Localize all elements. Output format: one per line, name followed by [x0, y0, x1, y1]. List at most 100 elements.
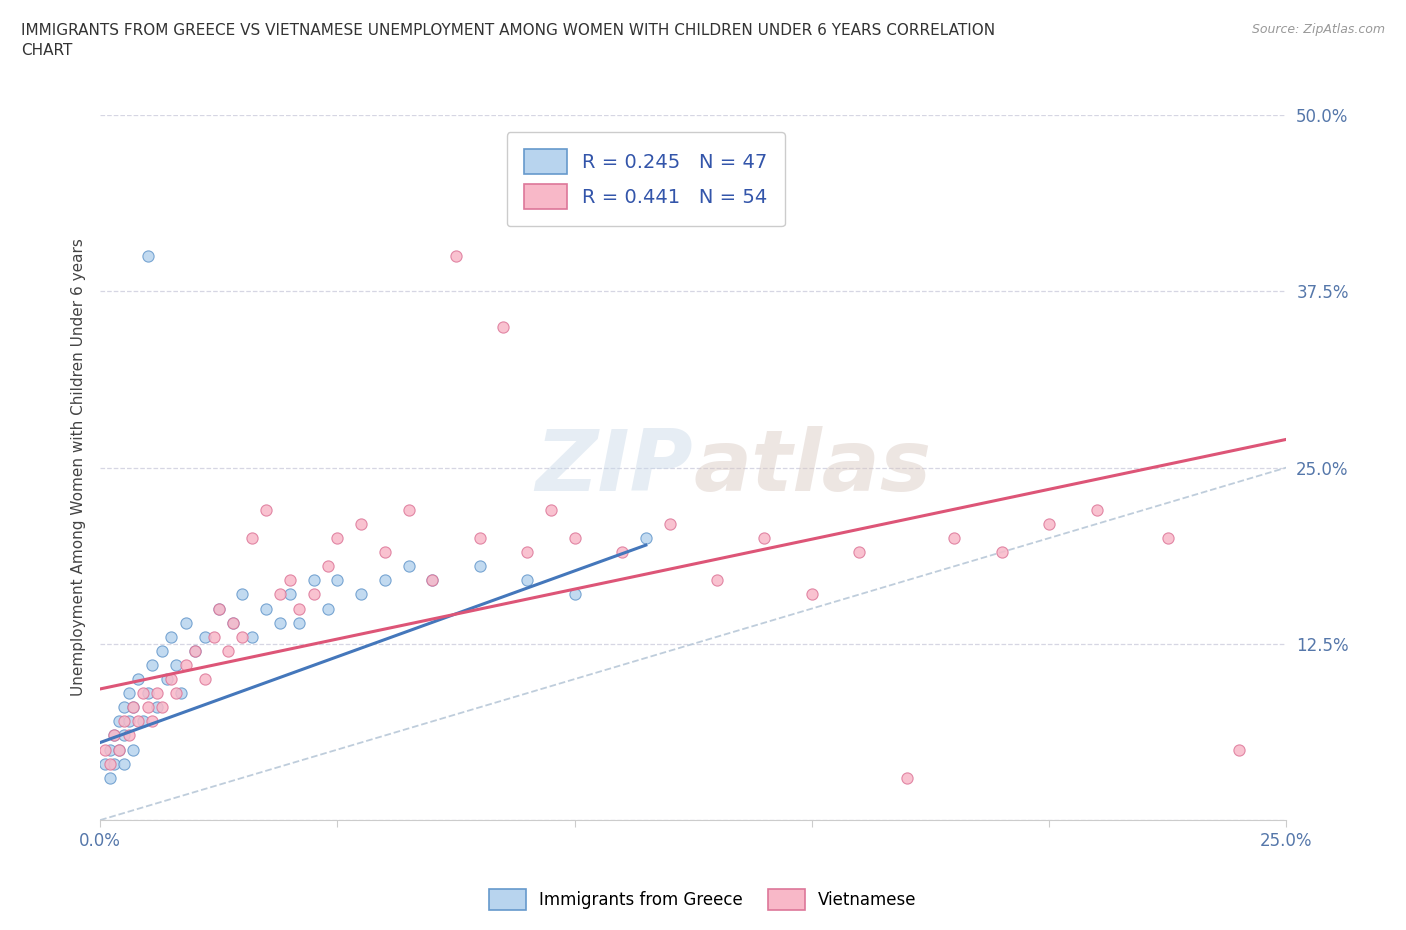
Point	[136, 700, 159, 715]
Point	[564, 587, 586, 602]
Point	[658, 516, 681, 531]
Point	[193, 671, 215, 686]
Point	[420, 573, 443, 588]
Y-axis label: Unemployment Among Women with Children Under 6 years: Unemployment Among Women with Children U…	[72, 239, 86, 697]
Point	[516, 545, 538, 560]
Point	[278, 573, 301, 588]
Point	[420, 573, 443, 588]
Point	[174, 658, 197, 672]
Point	[122, 700, 145, 715]
Point	[800, 587, 823, 602]
Point	[848, 545, 870, 560]
Point	[1227, 742, 1250, 757]
Point	[165, 685, 187, 700]
Point	[103, 756, 125, 771]
Point	[269, 587, 291, 602]
Legend: R = 0.245   N = 47, R = 0.441   N = 54: R = 0.245 N = 47, R = 0.441 N = 54	[506, 132, 785, 227]
Point	[103, 728, 125, 743]
Point	[754, 531, 776, 546]
Point	[174, 616, 197, 631]
Point	[316, 601, 339, 616]
Point	[564, 531, 586, 546]
Point	[136, 248, 159, 263]
Text: atlas: atlas	[693, 426, 931, 509]
Point	[146, 700, 169, 715]
Point	[896, 770, 918, 785]
Point	[117, 685, 139, 700]
Point	[208, 601, 231, 616]
Text: IMMIGRANTS FROM GREECE VS VIETNAMESE UNEMPLOYMENT AMONG WOMEN WITH CHILDREN UNDE: IMMIGRANTS FROM GREECE VS VIETNAMESE UNE…	[21, 23, 995, 58]
Point	[302, 573, 325, 588]
Text: Source: ZipAtlas.com: Source: ZipAtlas.com	[1251, 23, 1385, 36]
Point	[208, 601, 231, 616]
Point	[98, 770, 121, 785]
Point	[374, 545, 396, 560]
Point	[127, 714, 149, 729]
Point	[108, 714, 131, 729]
Point	[231, 630, 253, 644]
Point	[288, 616, 311, 631]
Point	[326, 531, 349, 546]
Point	[170, 685, 193, 700]
Point	[112, 728, 135, 743]
Point	[374, 573, 396, 588]
Point	[94, 756, 117, 771]
Point	[122, 700, 145, 715]
Point	[990, 545, 1012, 560]
Point	[492, 319, 515, 334]
Point	[146, 685, 169, 700]
Point	[117, 728, 139, 743]
Point	[240, 630, 263, 644]
Point	[706, 573, 728, 588]
Point	[132, 685, 155, 700]
Point	[217, 644, 239, 658]
Point	[112, 714, 135, 729]
Point	[155, 671, 177, 686]
Point	[398, 559, 420, 574]
Point	[112, 756, 135, 771]
Point	[240, 531, 263, 546]
Point	[468, 531, 491, 546]
Point	[610, 545, 633, 560]
Point	[398, 502, 420, 517]
Point	[202, 630, 225, 644]
Point	[468, 559, 491, 574]
Point	[540, 502, 562, 517]
Point	[136, 685, 159, 700]
Point	[350, 516, 373, 531]
Point	[222, 616, 245, 631]
Point	[98, 756, 121, 771]
Point	[132, 714, 155, 729]
Text: ZIP: ZIP	[536, 426, 693, 509]
Point	[184, 644, 207, 658]
Point	[350, 587, 373, 602]
Point	[943, 531, 966, 546]
Point	[222, 616, 245, 631]
Point	[184, 644, 207, 658]
Point	[302, 587, 325, 602]
Point	[1157, 531, 1180, 546]
Point	[94, 742, 117, 757]
Point	[326, 573, 349, 588]
Point	[150, 700, 173, 715]
Point	[278, 587, 301, 602]
Point	[1085, 502, 1108, 517]
Point	[288, 601, 311, 616]
Point	[122, 742, 145, 757]
Point	[160, 671, 183, 686]
Point	[117, 714, 139, 729]
Point	[165, 658, 187, 672]
Point	[98, 742, 121, 757]
Point	[108, 742, 131, 757]
Point	[127, 671, 149, 686]
Point	[1038, 516, 1060, 531]
Point	[141, 714, 163, 729]
Point	[160, 630, 183, 644]
Point	[231, 587, 253, 602]
Point	[108, 742, 131, 757]
Point	[112, 700, 135, 715]
Point	[254, 502, 277, 517]
Point	[141, 658, 163, 672]
Point	[254, 601, 277, 616]
Point	[634, 531, 657, 546]
